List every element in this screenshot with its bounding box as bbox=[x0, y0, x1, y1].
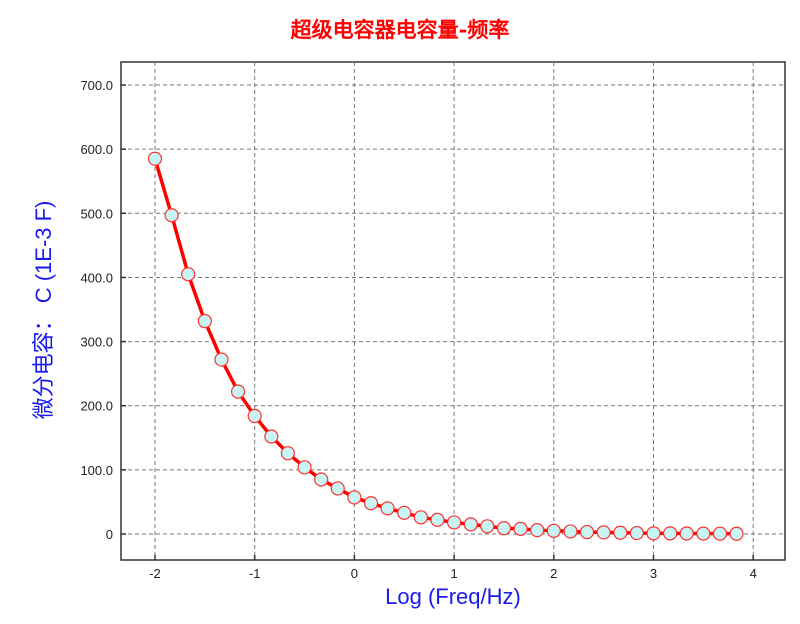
data-point bbox=[579, 524, 595, 540]
data-point bbox=[164, 208, 179, 223]
x-tick-label: 4 bbox=[750, 566, 757, 581]
data-point bbox=[712, 526, 728, 541]
data-point bbox=[347, 490, 362, 505]
y-tick-label: 200.0 bbox=[80, 399, 113, 414]
data-point bbox=[679, 526, 694, 541]
data-point bbox=[546, 523, 561, 538]
y-tick-label: 700.0 bbox=[80, 78, 113, 93]
data-point bbox=[513, 521, 528, 536]
x-tick-label: 3 bbox=[650, 566, 657, 581]
x-tick-label: 0 bbox=[351, 566, 358, 581]
data-point bbox=[380, 501, 395, 516]
data-point bbox=[181, 267, 196, 282]
data-point bbox=[729, 526, 744, 541]
data-point bbox=[197, 313, 212, 329]
data-point bbox=[247, 408, 262, 424]
y-tick-label: 600.0 bbox=[80, 142, 113, 157]
data-point bbox=[496, 521, 512, 536]
data-point bbox=[147, 151, 163, 166]
data-point bbox=[280, 446, 296, 461]
data-point bbox=[530, 523, 545, 538]
chart-title: 超级电容器电容量-频率 bbox=[290, 17, 510, 42]
y-tick-label: 300.0 bbox=[80, 335, 113, 350]
data-point bbox=[613, 525, 628, 540]
data-point bbox=[214, 352, 229, 367]
x-axis-label: Log (Freq/Hz) bbox=[385, 584, 521, 609]
data-point bbox=[413, 510, 428, 525]
data-point bbox=[629, 525, 644, 541]
data-point bbox=[330, 481, 345, 496]
data-point bbox=[314, 472, 329, 487]
data-point bbox=[463, 517, 478, 532]
y-tick-label: 400.0 bbox=[80, 270, 113, 285]
y-tick-label: 100.0 bbox=[80, 463, 113, 478]
x-tick-label: -2 bbox=[149, 566, 161, 581]
x-tick-label: 2 bbox=[550, 566, 557, 581]
data-point bbox=[264, 429, 279, 444]
x-tick-label: 1 bbox=[450, 566, 457, 581]
data-point bbox=[397, 505, 412, 520]
data-point bbox=[363, 496, 379, 511]
x-tick-label: -1 bbox=[249, 566, 261, 581]
y-tick-label: 500.0 bbox=[80, 206, 113, 221]
y-tick-label: 0 bbox=[106, 527, 113, 542]
data-point bbox=[596, 525, 611, 540]
plot-frame bbox=[120, 61, 786, 561]
data-point bbox=[646, 526, 661, 541]
data-point bbox=[297, 460, 312, 475]
data-point bbox=[563, 524, 578, 539]
data-point bbox=[430, 512, 445, 527]
data-point bbox=[696, 526, 711, 541]
data-point bbox=[663, 526, 678, 541]
data-point bbox=[480, 519, 495, 534]
data-point bbox=[230, 384, 246, 399]
data-point bbox=[447, 515, 462, 530]
y-axis-label: 微分电容： C (1E-3 F) bbox=[31, 200, 56, 420]
